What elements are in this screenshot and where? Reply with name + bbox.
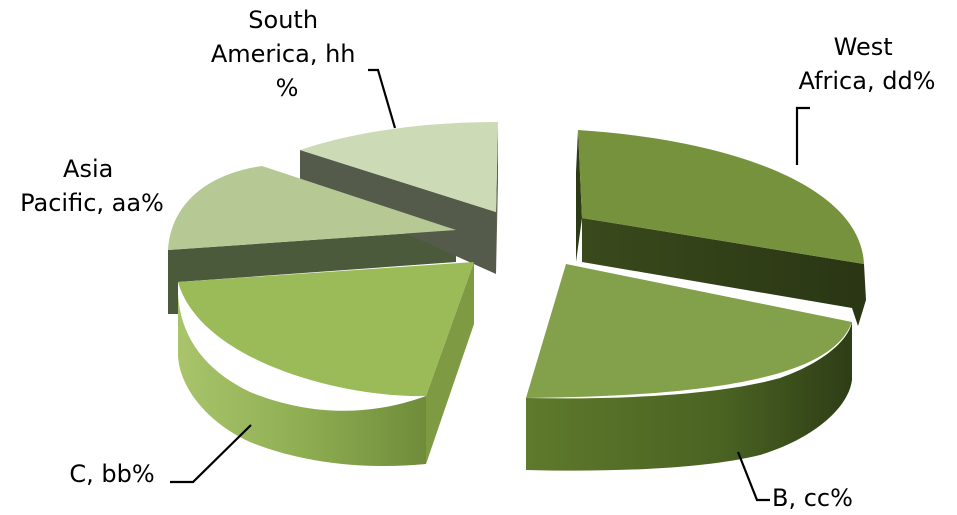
- leader-line-c: [170, 424, 252, 484]
- slice-c: [178, 262, 474, 397]
- slice-west-africa: [578, 130, 864, 264]
- leader-line-west-africa: [795, 106, 810, 165]
- slice-side-west-africa-left: [576, 130, 582, 262]
- label-b: B, cc%: [772, 484, 853, 512]
- slice-b: [526, 264, 852, 398]
- label-c: C, bb%: [69, 460, 154, 488]
- leader-line-b: [736, 451, 770, 502]
- slice-asia-pacific: [168, 166, 456, 250]
- slice-side-c-front: [177, 282, 426, 466]
- slice-side-south-america-edge: [496, 122, 498, 274]
- slice-side-asia-pacific: [168, 230, 456, 314]
- slice-side-west-africa-front: [582, 218, 866, 326]
- label-asia-pacific: Asia Pacific, aa%: [20, 155, 164, 217]
- slice-south-america: [300, 122, 498, 212]
- label-west-africa: West Africa, dd%: [799, 33, 936, 95]
- slice-side-b-front: [526, 322, 852, 471]
- leader-line-south-america: [368, 68, 397, 129]
- slice-side-c-right: [426, 262, 474, 464]
- label-south-america: South America, hh %: [211, 6, 363, 102]
